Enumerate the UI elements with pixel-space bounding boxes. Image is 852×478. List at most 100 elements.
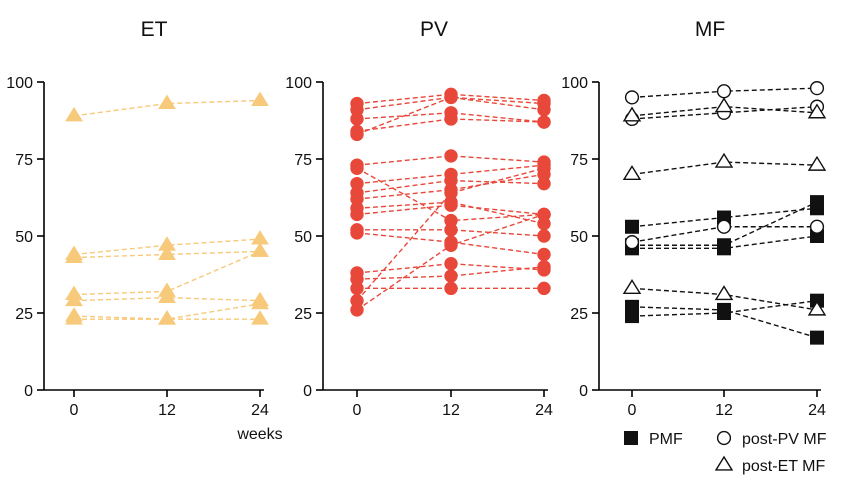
- data-point-mf-5-2: [809, 81, 825, 96]
- legend-marker-circle: [716, 430, 732, 446]
- y-tick-label: 75: [570, 152, 588, 169]
- series-line-et-4: [73, 296, 261, 302]
- y-tick-label: 0: [24, 383, 33, 400]
- data-point-et-0-0: [65, 106, 83, 122]
- data-point-pv-18-0: [350, 303, 364, 317]
- x-tick-label: 0: [628, 402, 637, 419]
- data-point-et-6-0: [65, 310, 83, 325]
- data-point-et-5-2: [251, 294, 269, 310]
- series-line-et-1: [73, 238, 261, 256]
- panel-mf: MF 0 25 50 75 100 0 12 24: [561, 18, 827, 419]
- series-line-pv-8: [356, 179, 545, 194]
- data-point-et-6-2: [251, 310, 269, 325]
- data-point-mf-7-0: [624, 235, 640, 250]
- series-line-pv-13: [356, 232, 545, 256]
- y-tick-label: 75: [294, 152, 312, 169]
- data-point-pv-16-2: [537, 281, 551, 296]
- data-point-pv-12-2: [537, 229, 551, 243]
- y-tick-label: 25: [15, 306, 33, 323]
- data-point-pv-15-1: [444, 269, 458, 283]
- y-tick-label: 50: [570, 229, 588, 246]
- y-tick-label: 25: [294, 306, 312, 323]
- x-tick-label: 0: [353, 402, 362, 419]
- data-point-et-4-1: [158, 288, 176, 304]
- data-point-mf-0-0: [625, 219, 639, 234]
- data-point-mf-8-2: [807, 103, 827, 119]
- data-point-et-6-1: [158, 310, 176, 325]
- data-point-mf-10-0: [622, 279, 642, 295]
- data-point-pv-16-0: [350, 281, 364, 296]
- y-tick-label: 100: [285, 75, 312, 92]
- x-tick-label: 12: [158, 402, 176, 419]
- data-point-pv-12-1: [444, 223, 458, 237]
- data-point-et-2-1: [158, 245, 176, 260]
- y-tick-label: 50: [15, 229, 33, 246]
- panel-pv: PV 0 25 50 75 100 0 12 24: [285, 18, 553, 419]
- data-point-et-0-2: [251, 91, 269, 106]
- data-point-pv-5-1: [444, 149, 458, 163]
- data-point-pv-15-2: [537, 260, 551, 274]
- data-point-mf-1-2: [810, 195, 824, 210]
- series-line-pv-3: [356, 118, 545, 132]
- y-tick-label: 50: [294, 229, 312, 246]
- x-tick-label: 24: [535, 402, 553, 419]
- series-line-pv-2: [356, 112, 545, 123]
- data-point-pv-4-0: [350, 127, 364, 142]
- x-axis-label: weeks: [236, 426, 282, 443]
- data-point-mf-8-0: [622, 106, 642, 122]
- data-point-mf-5-1: [716, 84, 732, 99]
- data-point-mf-5-0: [624, 90, 640, 105]
- data-point-pv-6-0: [350, 161, 364, 175]
- x-tick-label: 12: [715, 402, 733, 419]
- data-point-mf-8-1: [714, 97, 734, 113]
- data-point-pv-17-2: [537, 161, 551, 175]
- data-point-pv-13-0: [350, 226, 364, 240]
- data-point-pv-3-1: [444, 112, 458, 126]
- data-point-pv-14-1: [444, 257, 458, 271]
- series-line-pv-15: [356, 266, 545, 280]
- data-point-et-0-1: [158, 94, 176, 110]
- panel-title-pv: PV: [420, 18, 448, 41]
- series-line-pv-11: [356, 204, 545, 216]
- y-tick-label: 0: [303, 383, 312, 400]
- data-point-et-4-0: [65, 291, 83, 307]
- data-point-pv-11-1: [444, 198, 458, 212]
- series-line-et-5: [73, 303, 261, 320]
- data-point-mf-4-1: [717, 306, 731, 320]
- y-tick-label: 100: [561, 75, 588, 92]
- data-point-pv-17-1: [444, 186, 458, 200]
- data-point-pv-13-2: [537, 247, 551, 262]
- data-point-pv-11-0: [350, 207, 364, 222]
- x-tick-label: 12: [442, 402, 460, 419]
- legend-label: PMF: [649, 431, 683, 448]
- data-point-mf-4-0: [625, 309, 639, 324]
- series-line-pv-0: [356, 93, 545, 105]
- y-tick-label: 25: [570, 306, 588, 323]
- data-point-mf-7-2: [809, 219, 825, 234]
- data-point-pv-18-1: [444, 238, 458, 252]
- series-line-pv-4: [356, 96, 545, 136]
- data-point-pv-3-2: [537, 115, 551, 129]
- panel-title-et: ET: [141, 18, 168, 41]
- series-line-et-0: [73, 99, 261, 117]
- legend-marker-triangle: [714, 455, 734, 471]
- series-line-pv-12: [357, 229, 545, 237]
- data-point-mf-10-2: [807, 300, 827, 316]
- data-point-et-2-0: [65, 248, 83, 264]
- legend: PMF post-PV MF post-ET MF: [624, 430, 827, 475]
- series-line-pv-14: [356, 263, 545, 274]
- panel-title-mf: MF: [695, 18, 725, 41]
- data-point-mf-3-2: [810, 330, 824, 345]
- data-point-et-1-2: [251, 230, 269, 245]
- y-tick-label: 75: [15, 152, 33, 169]
- series-line-et-3: [73, 250, 261, 296]
- series-line-pv-5: [356, 155, 545, 166]
- data-point-mf-10-1: [714, 285, 734, 301]
- data-point-et-3-2: [251, 242, 269, 257]
- data-point-mf-2-1: [717, 241, 731, 256]
- data-point-pv-16-1: [444, 281, 458, 296]
- data-point-pv-2-0: [350, 112, 364, 126]
- data-point-pv-4-1: [444, 90, 458, 105]
- legend-label: post-ET MF: [742, 458, 826, 475]
- y-tick-label: 100: [6, 75, 33, 92]
